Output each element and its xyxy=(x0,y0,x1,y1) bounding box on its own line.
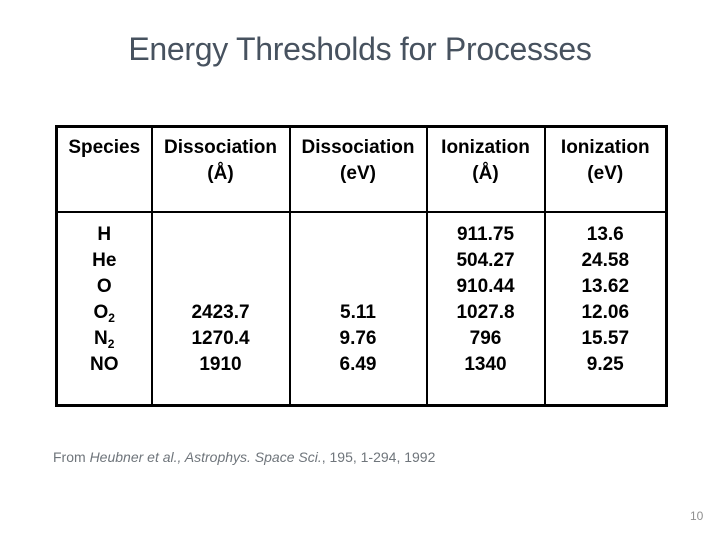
dissociation-ev-cell xyxy=(288,248,428,274)
ionization-angstrom-cell: 1027.8 xyxy=(425,300,546,326)
species-symbol: O xyxy=(93,302,109,323)
citation-prefix: From xyxy=(53,449,90,465)
species-symbol: NO xyxy=(90,354,119,375)
species-cell: H xyxy=(55,212,153,248)
column-header-ionization-angstrom: Ionization (Å) xyxy=(425,126,546,213)
species-cell: O2 xyxy=(55,300,153,326)
column-header-label: Species xyxy=(68,137,141,158)
citation-reference: Heubner et al., Astrophys. Space Sci. xyxy=(89,449,322,465)
column-header-species: Species xyxy=(55,126,153,213)
ionization-ev-cell: 15.57 xyxy=(543,326,668,352)
species-cell: He xyxy=(55,248,153,274)
dissociation-angstrom-cell: 2423.7 xyxy=(150,300,291,326)
dissociation-ev-cell: 9.76 xyxy=(288,326,428,352)
slide-page-number: 10 xyxy=(690,509,704,523)
species-cell: N2 xyxy=(55,326,153,352)
dissociation-angstrom-cell: 1270.4 xyxy=(150,326,291,352)
table-row-o: O 910.44 13.62 xyxy=(55,274,668,300)
column-header-ionization-ev: Ionization (eV) xyxy=(543,126,668,213)
species-symbol: N xyxy=(94,328,108,349)
column-header-unit: (Å) xyxy=(207,163,234,184)
table-row-o2: O2 2423.7 5.11 1027.8 12.06 xyxy=(55,300,668,326)
ionization-ev-cell: 13.6 xyxy=(543,212,668,248)
dissociation-angstrom-cell xyxy=(150,212,291,248)
species-symbol: O xyxy=(96,276,112,297)
table-row-no: NO 1910 6.49 1340 9.25 xyxy=(55,352,668,378)
column-header-label: Dissociation xyxy=(301,137,415,158)
species-symbol: He xyxy=(92,250,117,271)
ionization-angstrom-cell: 504.27 xyxy=(425,248,546,274)
ionization-ev-cell: 12.06 xyxy=(543,300,668,326)
column-header-dissociation-ev: Dissociation (eV) xyxy=(288,126,428,213)
table-bottom-spacer xyxy=(55,378,668,406)
table-row-h: H 911.75 13.6 xyxy=(55,212,668,248)
table-row-he: He 504.27 24.58 xyxy=(55,248,668,274)
source-citation: From Heubner et al., Astrophys. Space Sc… xyxy=(53,448,435,467)
column-header-dissociation-angstrom: Dissociation (Å) xyxy=(150,126,291,213)
ionization-angstrom-cell: 910.44 xyxy=(425,274,546,300)
ionization-angstrom-cell: 796 xyxy=(425,326,546,352)
slide-title: Energy Thresholds for Processes xyxy=(128,31,592,67)
species-subscript: 2 xyxy=(108,311,115,325)
energy-thresholds-table: Species Dissociation (Å) Dissociation (e… xyxy=(55,125,668,407)
dissociation-ev-cell xyxy=(288,212,428,248)
column-header-unit: (eV) xyxy=(587,163,624,184)
dissociation-ev-cell: 6.49 xyxy=(288,352,428,378)
ionization-angstrom-cell: 911.75 xyxy=(425,212,546,248)
species-cell: NO xyxy=(55,352,153,378)
citation-suffix: , 195, 1-294, 1992 xyxy=(321,449,436,465)
dissociation-ev-cell xyxy=(288,274,428,300)
column-header-label: Ionization xyxy=(441,137,530,158)
ionization-ev-cell: 24.58 xyxy=(543,248,668,274)
ionization-ev-cell: 9.25 xyxy=(543,352,668,378)
species-cell: O xyxy=(55,274,153,300)
species-subscript: 2 xyxy=(107,337,115,351)
column-header-unit: (eV) xyxy=(340,163,376,184)
dissociation-ev-cell: 5.11 xyxy=(288,300,428,326)
dissociation-angstrom-cell xyxy=(150,248,291,274)
dissociation-angstrom-cell xyxy=(150,274,291,300)
column-header-label: Dissociation xyxy=(164,137,277,158)
species-symbol: H xyxy=(97,224,112,245)
column-header-unit: (Å) xyxy=(472,163,499,184)
ionization-ev-cell: 13.62 xyxy=(543,274,668,300)
table-row-n2: N2 1270.4 9.76 796 15.57 xyxy=(55,326,668,352)
table-header-row: Species Dissociation (Å) Dissociation (e… xyxy=(55,126,668,213)
column-header-label: Ionization xyxy=(560,137,650,158)
ionization-angstrom-cell: 1340 xyxy=(425,352,546,378)
dissociation-angstrom-cell: 1910 xyxy=(150,352,291,378)
